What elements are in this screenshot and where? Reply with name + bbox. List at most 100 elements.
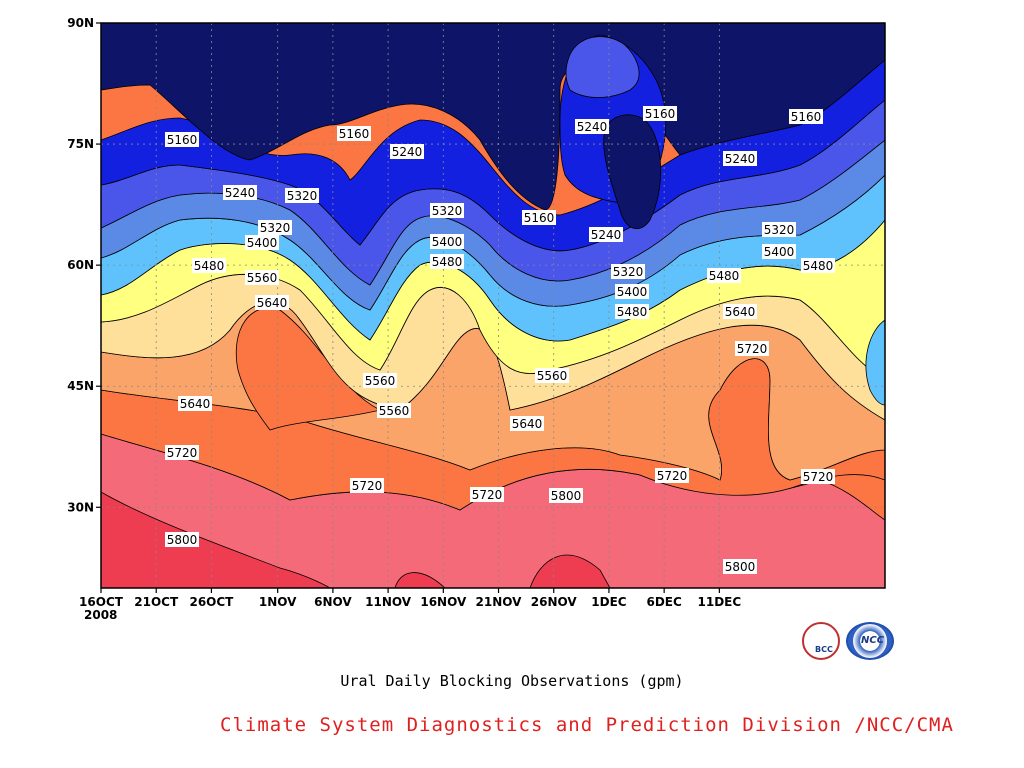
svg-text:5720: 5720 — [167, 446, 198, 460]
contour-label: 5800 — [549, 488, 583, 503]
contour-label: 5160 — [337, 126, 371, 141]
contour-label: 5320 — [762, 222, 796, 237]
ncc-logo — [846, 622, 894, 660]
contour-label: 5480 — [430, 254, 464, 269]
svg-text:5800: 5800 — [725, 560, 756, 574]
svg-text:5480: 5480 — [432, 255, 463, 269]
contour-label: 5720 — [801, 469, 835, 484]
svg-text:5480: 5480 — [709, 269, 740, 283]
contour-label: 5720 — [655, 468, 689, 483]
svg-text:5160: 5160 — [339, 127, 370, 141]
svg-text:5320: 5320 — [260, 221, 291, 235]
contour-label: 5160 — [165, 132, 199, 147]
svg-text:5240: 5240 — [392, 145, 423, 159]
svg-text:5320: 5320 — [432, 204, 463, 218]
contour-label: 5240 — [723, 151, 757, 166]
bcc-logo — [802, 622, 840, 660]
svg-text:5560: 5560 — [537, 369, 568, 383]
svg-text:5240: 5240 — [225, 186, 256, 200]
x-tick-label: 1DEC — [591, 595, 627, 609]
contour-label: 5480 — [615, 304, 649, 319]
svg-text:5400: 5400 — [617, 285, 648, 299]
contour-label: 5160 — [789, 109, 823, 124]
svg-text:5720: 5720 — [657, 469, 688, 483]
svg-text:5800: 5800 — [167, 533, 198, 547]
contour-label: 5240 — [223, 185, 257, 200]
contour-label: 5320 — [258, 220, 292, 235]
ncc-logo-text: NCC — [861, 635, 885, 646]
band-above-5880-c — [529, 554, 611, 588]
contour-label: 5400 — [430, 234, 464, 249]
contour-label: 5480 — [707, 268, 741, 283]
svg-text:5720: 5720 — [803, 470, 834, 484]
contour-label: 5240 — [589, 227, 623, 242]
svg-text:5240: 5240 — [591, 228, 622, 242]
x-tick-label: 26NOV — [531, 595, 578, 609]
contour-chart: 5160 5160 5240 5160 5160 5160 5240 5240 5240 5240… — [67, 16, 886, 622]
svg-text:5400: 5400 — [247, 236, 278, 250]
x-tick-label: 21NOV — [476, 595, 523, 609]
svg-text:5480: 5480 — [803, 259, 834, 273]
svg-text:5240: 5240 — [577, 120, 608, 134]
svg-text:5560: 5560 — [365, 374, 396, 388]
svg-text:5800: 5800 — [551, 489, 582, 503]
contour-labels: 5160 5160 5240 5160 5160 5160 5240 5240 5240 5240… — [165, 106, 835, 574]
svg-text:5320: 5320 — [764, 223, 795, 237]
contour-label: 5320 — [430, 203, 464, 218]
svg-text:5640: 5640 — [512, 417, 543, 431]
contour-label: 5400 — [245, 235, 279, 250]
x-tick-label: 6NOV — [314, 595, 352, 609]
svg-text:5160: 5160 — [645, 107, 676, 121]
band-below-5160-hole — [603, 114, 662, 230]
contour-label: 5160 — [643, 106, 677, 121]
contour-label: 5720 — [350, 478, 384, 493]
contour-label: 5240 — [575, 119, 609, 134]
contour-label: 5400 — [762, 244, 796, 259]
band-5720-5800-island — [235, 307, 382, 431]
contour-label: 5480 — [801, 258, 835, 273]
contour-label: 5480 — [192, 258, 226, 273]
contour-label: 5800 — [723, 559, 757, 574]
contour-label: 5720 — [165, 445, 199, 460]
contour-label: 5160 — [522, 210, 556, 225]
svg-text:5160: 5160 — [167, 133, 198, 147]
svg-text:5320: 5320 — [613, 265, 644, 279]
svg-text:5560: 5560 — [247, 271, 278, 285]
x-tick-label: 21OCT — [134, 595, 179, 609]
svg-text:5720: 5720 — [472, 488, 503, 502]
bcc-logo-text: BCC — [815, 645, 833, 654]
x-axis: 16OCT 21OCT 26OCT 1NOV 6NOV 11NOV 16NOV 21NOV 26… — [79, 588, 741, 609]
plot-area — [101, 23, 885, 588]
plot-frame — [100, 22, 886, 589]
contour-label: 5560 — [377, 403, 411, 418]
x-tick-label: 16OCT — [79, 595, 124, 609]
svg-text:5640: 5640 — [257, 296, 288, 310]
y-axis: 30N 45N 60N 75N 90N — [67, 16, 101, 514]
contour-label: 5560 — [535, 368, 569, 383]
credit-line: Climate System Diagnostics and Predictio… — [220, 714, 954, 736]
contour-label: 5640 — [510, 416, 544, 431]
y-tick-label: 90N — [67, 16, 94, 30]
band-above-5880 — [101, 491, 331, 588]
svg-text:5720: 5720 — [737, 342, 768, 356]
x-tick-label: 6DEC — [646, 595, 682, 609]
band-5240-5320-hole — [565, 36, 640, 98]
y-tick-label: 30N — [67, 500, 94, 514]
contour-label: 5240 — [390, 144, 424, 159]
svg-text:5560: 5560 — [379, 404, 410, 418]
svg-text:5240: 5240 — [725, 152, 756, 166]
band-below-5160 — [101, 23, 885, 211]
contour-label: 5720 — [735, 341, 769, 356]
y-tick-label: 45N — [67, 379, 94, 393]
svg-text:5640: 5640 — [725, 305, 756, 319]
svg-text:5160: 5160 — [524, 211, 555, 225]
svg-text:5400: 5400 — [764, 245, 795, 259]
contour-label: 5320 — [285, 188, 319, 203]
y-tick-label: 60N — [67, 258, 94, 272]
x-tick-label: 1NOV — [259, 595, 297, 609]
contour-label: 5560 — [363, 373, 397, 388]
svg-text:5640: 5640 — [180, 397, 211, 411]
svg-text:5480: 5480 — [194, 259, 225, 273]
band-5400-5480-island — [865, 319, 885, 406]
contour-label: 5720 — [470, 487, 504, 502]
